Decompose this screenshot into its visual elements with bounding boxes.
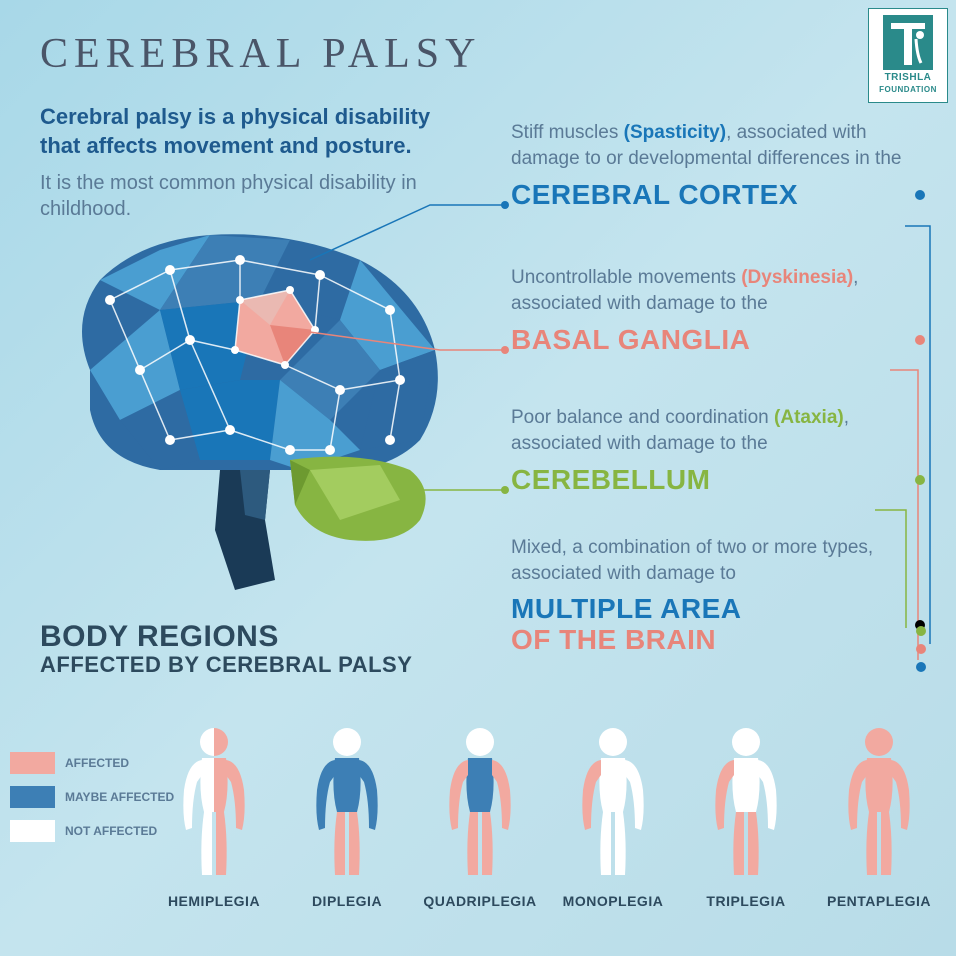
brain-illustration: [40, 220, 460, 600]
region-multiple-areas: MULTIPLE AREA OF THE BRAIN: [511, 594, 911, 656]
figure-quadriplegia: QUADRIPLEGIA: [421, 720, 539, 909]
cerebellum-region: [290, 457, 426, 541]
legend: AFFECTED MAYBE AFFECTED NOT AFFECTED: [10, 740, 174, 854]
figure-label: TRIPLEGIA: [687, 893, 805, 909]
figure-diplegia: DIPLEGIA: [288, 720, 406, 909]
multi-area-dots: [916, 618, 926, 680]
figure-triplegia: TRIPLEGIA: [687, 720, 805, 909]
symptom-ataxia: Poor balance and coordination (Ataxia), …: [511, 405, 911, 496]
page-title: CEREBRAL PALSY: [0, 0, 956, 78]
subtitle: Cerebral palsy is a physical disability …: [0, 78, 450, 160]
figure-hemiplegia: HEMIPLEGIA: [155, 720, 273, 909]
figure-label: MONOPLEGIA: [554, 893, 672, 909]
figure-label: DIPLEGIA: [288, 893, 406, 909]
trishla-logo: TRISHLA FOUNDATION: [868, 8, 948, 103]
logo-icon: [883, 15, 933, 70]
region-cerebral-cortex: CEREBRAL CORTEX: [511, 179, 911, 211]
logo-text-org: TRISHLA: [885, 72, 932, 83]
legend-maybe: MAYBE AFFECTED: [10, 786, 174, 808]
figure-label: PENTAPLEGIA: [820, 893, 938, 909]
figure-pentaplegia: PENTAPLEGIA: [820, 720, 938, 909]
region-basal-ganglia: BASAL GANGLIA: [511, 324, 911, 356]
figure-monoplegia: MONOPLEGIA: [554, 720, 672, 909]
legend-not: NOT AFFECTED: [10, 820, 174, 842]
figure-label: HEMIPLEGIA: [155, 893, 273, 909]
swatch-affected: [10, 752, 55, 774]
body-regions-heading: BODY REGIONS AFFECTED BY CEREBRAL PALSY: [40, 620, 412, 677]
symptom-spasticity: Stiff muscles (Spasticity), associated w…: [511, 120, 911, 211]
figure-label: QUADRIPLEGIA: [421, 893, 539, 909]
description: It is the most common physical disabilit…: [0, 160, 450, 222]
brain-stem: [215, 470, 275, 590]
swatch-maybe: [10, 786, 55, 808]
symptom-mixed: Mixed, a combination of two or more type…: [511, 535, 911, 656]
body-figures: HEMIPLEGIA DIPLEGIA QUADRIPLEGIA MONOPLE…: [155, 720, 938, 909]
swatch-not: [10, 820, 55, 842]
logo-text-sub: FOUNDATION: [879, 85, 937, 94]
region-cerebellum: CEREBELLUM: [511, 464, 911, 496]
legend-affected: AFFECTED: [10, 752, 174, 774]
symptom-dyskinesia: Uncontrollable movements (Dyskinesia), a…: [511, 265, 911, 356]
